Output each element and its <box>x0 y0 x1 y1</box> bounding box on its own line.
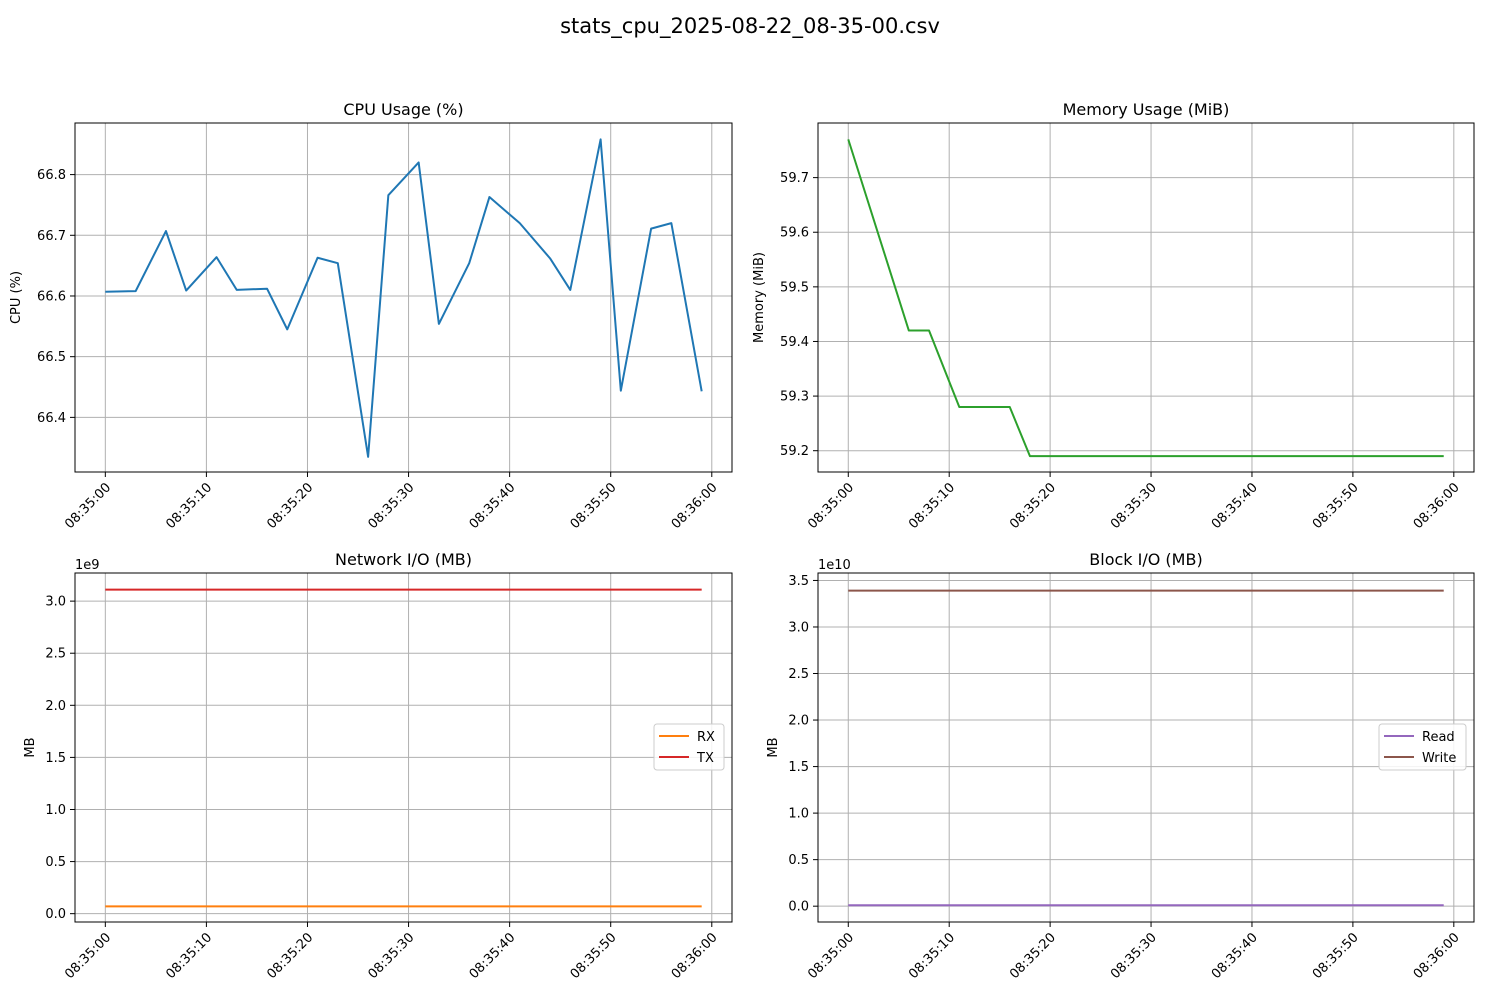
y-tick-label: 0.5 <box>788 853 809 868</box>
y-tick-label: 59.2 <box>780 444 809 459</box>
x-tick-label: 08:35:40 <box>1209 930 1261 982</box>
x-tick-label: 08:35:40 <box>467 480 519 532</box>
y-tick-label: 59.4 <box>780 335 809 350</box>
legend-label: Write <box>1422 751 1456 766</box>
y-axis-label: MB <box>766 737 781 757</box>
y-tick-label: 59.5 <box>780 280 809 295</box>
x-tick-label: 08:35:50 <box>568 480 620 532</box>
x-tick-label: 08:35:10 <box>906 480 958 532</box>
x-tick-label: 08:35:20 <box>1007 930 1059 982</box>
y-axis-label: Memory (MiB) <box>752 252 767 343</box>
series-line <box>105 138 703 458</box>
x-tick-label: 08:36:00 <box>1411 930 1463 982</box>
y-tick-label: 2.5 <box>45 647 66 662</box>
x-tick-label: 08:35:00 <box>62 930 114 982</box>
x-tick-label: 08:36:00 <box>669 480 721 532</box>
chart-title: Memory Usage (MiB) <box>1063 100 1230 119</box>
x-tick-label: 08:35:30 <box>365 480 417 532</box>
chart-title: Network I/O (MB) <box>335 550 472 569</box>
legend: Read Write <box>1378 723 1467 771</box>
chart-title: CPU Usage (%) <box>343 100 463 119</box>
x-tick-label: 08:35:50 <box>568 930 620 982</box>
y-tick-label: 2.0 <box>45 699 66 714</box>
x-tick-label: 08:35:10 <box>163 930 215 982</box>
x-tick-label: 08:35:20 <box>264 930 316 982</box>
axes-frame <box>817 122 1475 473</box>
y-tick-label: 0.0 <box>45 907 66 922</box>
y-tick-label: 66.6 <box>37 289 66 304</box>
y-tick-label: 59.7 <box>780 171 809 186</box>
x-tick-label: 08:35:00 <box>805 930 857 982</box>
axes-frame <box>74 572 733 923</box>
x-tick-label: 08:35:30 <box>1108 480 1160 532</box>
chart-mem: 08:35:00 08:35:10 08:35:20 08:35:30 08:35:40… <box>752 100 1475 532</box>
figure-title: stats_cpu_2025-08-22_08-35-00.csv <box>560 14 940 38</box>
y-tick-label: 3.5 <box>788 574 809 589</box>
x-tick-label: 08:35:50 <box>1310 930 1362 982</box>
x-tick-label: 08:35:40 <box>1209 480 1261 532</box>
y-tick-label: 1.5 <box>788 760 809 775</box>
y-tick-label: 66.7 <box>37 229 66 244</box>
y-tick-label: 1.5 <box>45 751 66 766</box>
x-tick-label: 08:36:00 <box>669 930 721 982</box>
legend-label: Read <box>1422 730 1455 745</box>
y-tick-label: 2.5 <box>788 667 809 682</box>
y-tick-label: 1.0 <box>788 807 809 822</box>
x-tick-label: 08:35:30 <box>1108 930 1160 982</box>
chart-net: 08:35:00 08:35:10 08:35:20 08:35:30 08:35:40… <box>23 550 733 982</box>
y-tick-label: 0.0 <box>788 900 809 915</box>
y-tick-label: 66.5 <box>37 350 66 365</box>
series-line <box>847 139 1444 458</box>
legend: RX TX <box>653 723 725 771</box>
y-offset-label: 1e9 <box>75 558 100 573</box>
legend-label: RX <box>697 730 715 745</box>
x-tick-label: 08:35:30 <box>365 930 417 982</box>
x-tick-label: 08:35:20 <box>264 480 316 532</box>
y-tick-label: 3.0 <box>45 595 66 610</box>
y-tick-label: 66.8 <box>37 168 66 183</box>
y-offset-label: 1e10 <box>818 558 851 573</box>
y-tick-label: 0.5 <box>45 855 66 870</box>
y-tick-label: 66.4 <box>37 411 66 426</box>
axes-frame <box>817 572 1475 923</box>
x-tick-label: 08:36:00 <box>1411 480 1463 532</box>
x-tick-label: 08:35:40 <box>467 930 519 982</box>
x-tick-label: 08:35:00 <box>805 480 857 532</box>
y-axis-label: MB <box>23 737 38 757</box>
axes-frame <box>74 122 733 473</box>
legend-label: TX <box>696 751 714 766</box>
y-tick-label: 1.0 <box>45 803 66 818</box>
chart-cpu: 08:35:00 08:35:10 08:35:20 08:35:30 08:35:40… <box>9 100 733 532</box>
y-tick-label: 59.6 <box>780 226 809 241</box>
y-tick-label: 2.0 <box>788 714 809 729</box>
y-tick-label: 3.0 <box>788 620 809 635</box>
chart-blk: 08:35:00 08:35:10 08:35:20 08:35:30 08:35:40… <box>766 550 1475 982</box>
x-tick-label: 08:35:10 <box>906 930 958 982</box>
x-tick-label: 08:35:50 <box>1310 480 1362 532</box>
chart-title: Block I/O (MB) <box>1089 550 1202 569</box>
x-tick-label: 08:35:10 <box>163 480 215 532</box>
y-tick-label: 59.3 <box>780 390 809 405</box>
x-tick-label: 08:35:20 <box>1007 480 1059 532</box>
y-axis-label: CPU (%) <box>9 271 24 324</box>
x-tick-label: 08:35:00 <box>62 480 114 532</box>
